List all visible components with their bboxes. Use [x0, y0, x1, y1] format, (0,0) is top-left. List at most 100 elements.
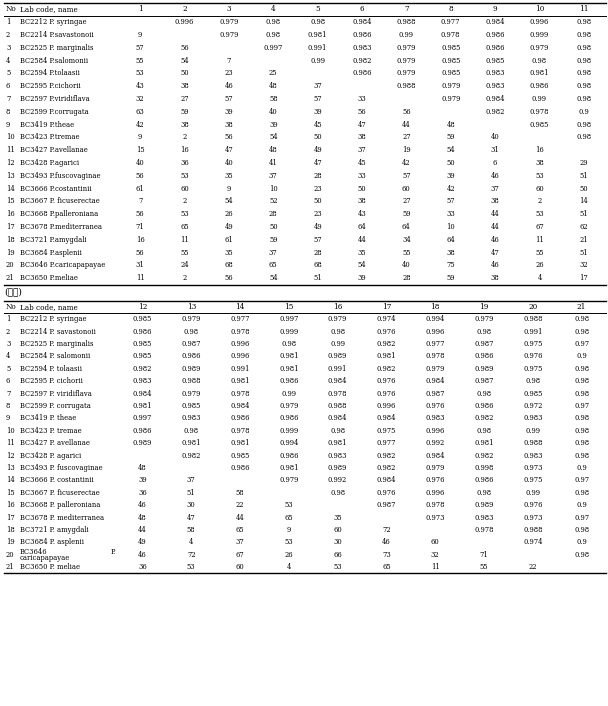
- Text: 64: 64: [358, 223, 367, 231]
- Text: 59: 59: [181, 108, 189, 116]
- Text: 56: 56: [136, 249, 145, 256]
- Text: No: No: [6, 303, 17, 311]
- Text: 0.98: 0.98: [574, 377, 589, 385]
- Text: 0.981: 0.981: [181, 439, 201, 447]
- Text: 0.9: 0.9: [576, 352, 587, 360]
- Text: 0.982: 0.982: [377, 340, 396, 348]
- Text: 65: 65: [236, 526, 244, 534]
- Text: 28: 28: [402, 274, 410, 282]
- Text: No: No: [6, 6, 17, 13]
- Text: 10: 10: [6, 427, 15, 435]
- Text: 38: 38: [180, 121, 189, 128]
- Text: 0.98: 0.98: [532, 56, 547, 65]
- Text: 11: 11: [136, 274, 145, 282]
- Text: 0.991: 0.991: [523, 328, 542, 335]
- Text: 0.992: 0.992: [328, 477, 347, 484]
- Text: 0.982: 0.982: [182, 452, 201, 460]
- Text: 0.981: 0.981: [308, 31, 327, 39]
- Text: 47: 47: [358, 121, 367, 128]
- Text: 3: 3: [227, 6, 231, 13]
- Text: 0.976: 0.976: [376, 377, 396, 385]
- Text: 0.978: 0.978: [230, 390, 250, 397]
- Text: 0.977: 0.977: [376, 439, 396, 447]
- Text: 18: 18: [6, 526, 15, 534]
- Text: 0.98: 0.98: [576, 18, 592, 26]
- Text: 0.986: 0.986: [474, 352, 494, 360]
- Text: 60: 60: [535, 184, 544, 193]
- Text: 27: 27: [180, 95, 189, 103]
- Text: 0.982: 0.982: [352, 56, 371, 65]
- Text: 0.986: 0.986: [133, 427, 152, 435]
- Text: 58: 58: [187, 526, 196, 534]
- Text: 0.985: 0.985: [530, 121, 549, 128]
- Text: 42: 42: [402, 159, 410, 167]
- Text: 0.98: 0.98: [477, 390, 491, 397]
- Text: 0.976: 0.976: [376, 390, 396, 397]
- Text: 19: 19: [402, 146, 410, 154]
- Text: 44: 44: [358, 236, 367, 244]
- Text: 54: 54: [224, 198, 233, 205]
- Text: 48: 48: [446, 121, 455, 128]
- Text: 35: 35: [224, 249, 233, 256]
- Text: 0.989: 0.989: [182, 365, 201, 373]
- Text: 64: 64: [446, 236, 455, 244]
- Text: 0.986: 0.986: [474, 402, 494, 410]
- Text: 0.976: 0.976: [426, 477, 445, 484]
- Text: BC3646 P.caricapapayae: BC3646 P.caricapapayae: [20, 261, 105, 270]
- Text: 0.986: 0.986: [279, 452, 299, 460]
- Text: 9: 9: [492, 6, 497, 13]
- Text: 39: 39: [138, 477, 147, 484]
- Text: 13: 13: [187, 303, 196, 311]
- Text: 47: 47: [187, 513, 196, 522]
- Text: 7: 7: [138, 198, 142, 205]
- Text: 0.98: 0.98: [574, 414, 589, 422]
- Text: 18: 18: [6, 236, 15, 244]
- Text: 51: 51: [313, 274, 322, 282]
- Text: BC2212 P. syringae: BC2212 P. syringae: [20, 18, 86, 26]
- Text: 32: 32: [431, 551, 440, 559]
- Text: 5: 5: [6, 69, 10, 78]
- Text: 66: 66: [333, 551, 342, 559]
- Text: 0.979: 0.979: [396, 56, 416, 65]
- Text: 37: 37: [313, 82, 322, 90]
- Text: 43: 43: [358, 210, 367, 218]
- Text: 16: 16: [180, 146, 189, 154]
- Text: 16: 16: [333, 303, 342, 311]
- Text: 0.988: 0.988: [396, 18, 416, 26]
- Text: 11: 11: [431, 563, 440, 571]
- Text: 33: 33: [446, 210, 455, 218]
- Text: 0.984: 0.984: [352, 18, 371, 26]
- Text: 0.98: 0.98: [477, 489, 491, 497]
- Text: 3: 3: [6, 44, 10, 52]
- Text: 53: 53: [535, 210, 544, 218]
- Text: 55: 55: [181, 249, 189, 256]
- Text: 22: 22: [528, 563, 537, 571]
- Text: BC3721 P.amygdali: BC3721 P.amygdali: [20, 236, 86, 244]
- Text: 50: 50: [579, 184, 588, 193]
- Text: 0.994: 0.994: [426, 315, 445, 323]
- Text: 14: 14: [579, 198, 588, 205]
- Text: 11: 11: [535, 236, 544, 244]
- Text: 0.985: 0.985: [441, 69, 460, 78]
- Text: 0.98: 0.98: [574, 526, 589, 534]
- Text: 57: 57: [446, 198, 455, 205]
- Text: 65: 65: [285, 513, 293, 522]
- Text: 31: 31: [491, 146, 499, 154]
- Text: 60: 60: [180, 184, 189, 193]
- Text: 72: 72: [382, 526, 391, 534]
- Text: 0.988: 0.988: [181, 377, 201, 385]
- Text: 0.981: 0.981: [328, 439, 347, 447]
- Text: 0.9: 0.9: [576, 464, 587, 472]
- Text: BC3650 P. meliae: BC3650 P. meliae: [20, 563, 80, 571]
- Text: 0.975: 0.975: [523, 477, 542, 484]
- Text: BC3678 P.mediterranea: BC3678 P.mediterranea: [20, 223, 102, 231]
- Text: 0.977: 0.977: [426, 340, 445, 348]
- Text: 26: 26: [224, 210, 233, 218]
- Text: 0.984: 0.984: [485, 18, 505, 26]
- Text: 65: 65: [180, 223, 189, 231]
- Text: 0.98: 0.98: [477, 427, 491, 435]
- Text: 0.989: 0.989: [133, 439, 152, 447]
- Text: 64: 64: [402, 223, 411, 231]
- Text: 58: 58: [269, 95, 278, 103]
- Text: 44: 44: [138, 526, 147, 534]
